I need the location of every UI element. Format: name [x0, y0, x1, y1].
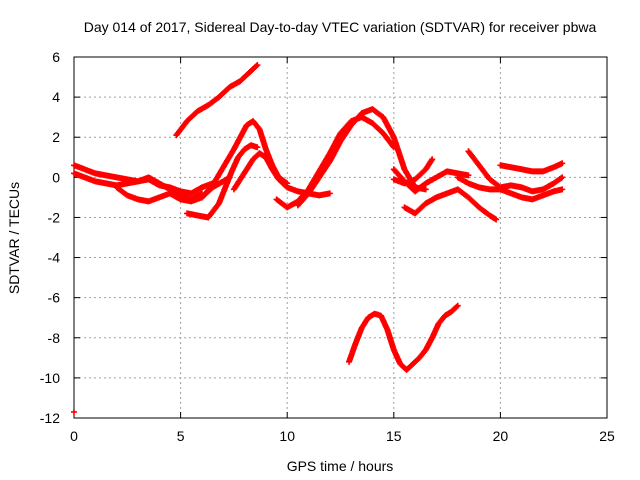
y-tick-label: -4: [48, 250, 61, 266]
y-tick-label: -6: [48, 290, 61, 306]
series-arc-15: [497, 160, 566, 175]
x-tick-label: 0: [70, 428, 78, 444]
chart-title: Day 014 of 2017, Sidereal Day-to-day VTE…: [84, 19, 597, 35]
y-tick-label: -2: [48, 209, 61, 225]
series-arc-4: [183, 142, 261, 221]
series-arc-5: [173, 62, 261, 139]
series-arc-6: [198, 118, 291, 201]
data-point: [326, 190, 333, 197]
data-point: [254, 144, 261, 151]
y-tick-label: 4: [52, 89, 60, 105]
series-arc-8: [273, 114, 397, 211]
x-axis-ticks: 0 5 10 15 20 25: [70, 57, 615, 444]
x-tick-label: 10: [279, 428, 295, 444]
x-tick-label: 20: [493, 428, 509, 444]
x-tick-label: 15: [386, 428, 402, 444]
series-arc-14: [465, 148, 566, 195]
x-tick-label: 25: [599, 428, 615, 444]
y-axis-label: SDTVAR / TECUs: [6, 182, 22, 294]
series-arc-17: [71, 408, 77, 415]
data-point: [71, 408, 77, 415]
series-arc-11: [401, 186, 500, 223]
series-arc-12: [390, 156, 436, 187]
x-tick-label: 5: [177, 428, 185, 444]
y-tick-label: 6: [52, 49, 60, 65]
plot-border: [73, 56, 608, 419]
data-point: [254, 62, 261, 69]
y-tick-label: 2: [52, 129, 60, 145]
y-tick-label: -10: [40, 370, 60, 386]
series-arc-16: [346, 302, 461, 373]
y-tick-label: -12: [40, 410, 60, 426]
data-point: [559, 174, 566, 181]
data-point: [454, 302, 461, 309]
y-tick-label: 0: [52, 169, 60, 185]
data-point: [559, 186, 566, 193]
data-point: [559, 160, 566, 167]
gridlines: [74, 57, 607, 418]
y-tick-label: -8: [48, 330, 61, 346]
data-point: [453, 303, 460, 310]
data-point: [493, 216, 500, 223]
axes: [73, 56, 608, 419]
data-point: [253, 63, 260, 70]
data-point: [429, 156, 436, 163]
x-axis-label: GPS time / hours: [287, 458, 394, 474]
data-point: [422, 186, 429, 193]
y-axis-ticks: -12 -10 -8 -6 -4 -2 0 2 4 6: [40, 49, 607, 426]
data-point: [465, 172, 472, 179]
data-points: [71, 62, 566, 415]
